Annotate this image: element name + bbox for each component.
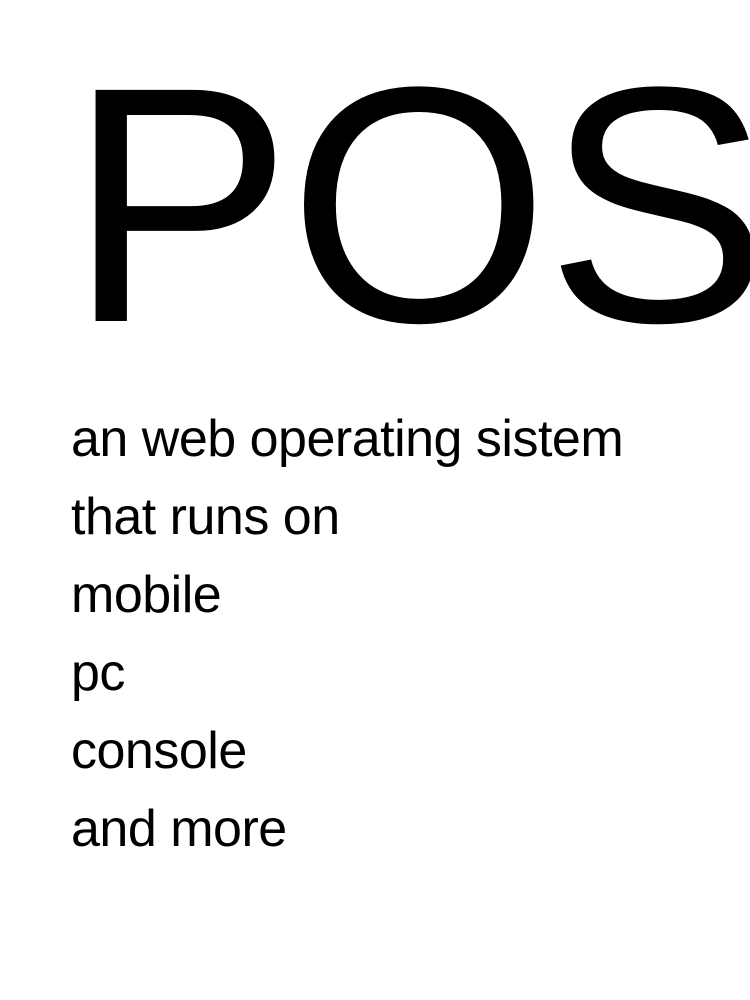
description-line: that runs on <box>71 488 340 546</box>
description-list: an web operating sistem that runs on mob… <box>71 400 624 868</box>
description-line: mobile <box>71 566 222 624</box>
page-title: POS <box>68 18 750 393</box>
description-line: and more <box>71 800 287 858</box>
description-line: an web operating sistem <box>71 410 624 468</box>
description-line: pc <box>71 644 125 702</box>
description-line: console <box>71 722 247 780</box>
